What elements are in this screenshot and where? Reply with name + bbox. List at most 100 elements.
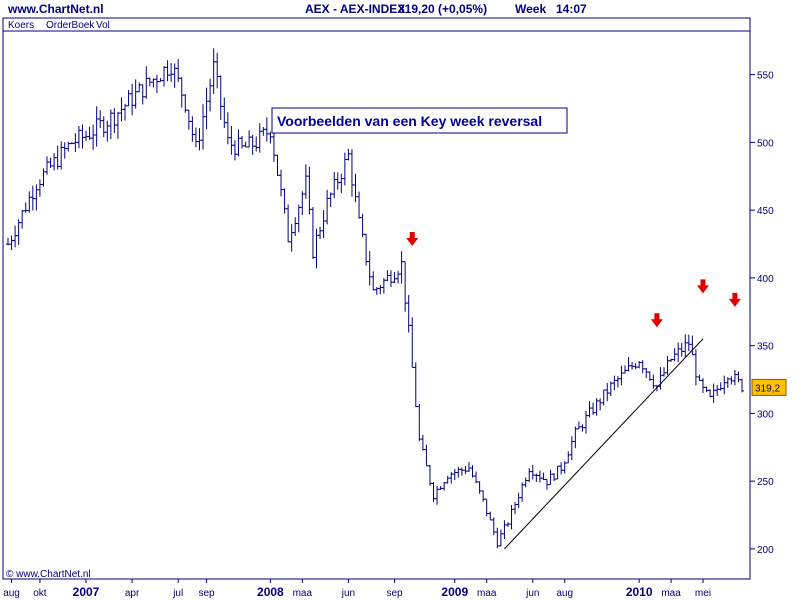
price-bar [502,520,507,540]
price-bar [583,410,588,434]
down-arrow-icon [650,313,663,328]
price-bar [676,342,681,363]
axis-ticks: 200 250 300 350 400 450 500 550 aug okt 2007 apr jul… [3,71,774,599]
price-bar [314,228,319,269]
price-bar [126,90,131,107]
price-bar [626,356,631,372]
price-bar [339,173,344,194]
price-bar [732,369,737,386]
tab-vol[interactable]: Vol [96,20,110,31]
price-bar [364,233,369,266]
price-bar [722,375,727,395]
y-tick-label: 400 [757,274,774,285]
price-bar [552,472,557,482]
price-bar [459,467,464,476]
price-bar [328,192,333,208]
price-bar [665,356,670,375]
price-bar [20,209,25,229]
x-month-label: aug [556,588,573,599]
tab-orderboek[interactable]: OrderBoek [46,20,95,31]
price-bar [186,109,191,130]
price-bar [598,398,603,411]
instrument-title: AEX - AEX-INDEX [305,2,406,16]
price-bar [41,168,46,187]
price-bar [647,371,652,381]
price-bar [137,82,142,93]
price-bar [686,334,691,352]
price-bar [658,367,663,390]
price-bar [573,426,578,449]
price-bar [293,217,298,236]
price-bar [435,485,440,505]
price-bar [101,116,106,138]
x-month-label: jul [172,588,183,599]
price-bar [303,164,308,199]
down-arrow-icon [696,279,709,294]
price-bar [399,251,404,284]
price-bar [509,505,514,530]
price-bar [296,204,301,233]
price-bar [544,478,549,490]
price-bar [427,464,432,486]
x-month-label: apr [125,588,140,599]
price-bar [282,188,287,214]
price-bar [513,502,518,515]
price-bar [247,130,252,148]
price-bar [718,382,723,391]
price-bar [346,148,351,161]
price-bar [420,434,425,451]
price-bar [360,213,365,238]
tab-koers[interactable]: Koers [8,20,34,31]
price-bar [530,464,535,480]
price-bar [704,386,709,393]
price-bar [548,469,553,486]
price-bar [708,389,713,398]
price-bar [580,424,585,432]
price-bar [381,277,386,294]
price-bar [679,342,684,357]
price-bar [229,125,234,155]
price-bar [332,171,337,199]
price-bar [392,272,397,284]
price-bar [484,498,489,517]
x-month-label: maa [293,588,313,599]
price-bar [498,529,503,547]
support-trendline [504,338,704,550]
price-bar [179,77,184,108]
price-bar [55,145,60,170]
price-bar [87,126,92,140]
price-bar [190,116,195,142]
price-bar [59,141,64,170]
price-bar [559,462,564,475]
price-bar [410,317,415,368]
price-bar [115,111,120,139]
price-bar [133,79,138,109]
site-name[interactable]: www.ChartNet.nl [8,2,104,16]
x-month-label: aug [3,588,20,599]
price-bar [257,123,262,153]
price-bar [349,149,354,197]
price-bar [264,117,269,142]
price-bar [396,270,401,284]
y-tick-label: 450 [757,206,774,217]
x-year-label: 2010 [626,585,653,599]
price-bar [52,153,57,171]
price-bar [612,375,617,391]
last-price-badge [751,378,787,396]
price-bar [236,129,241,157]
x-month-label: sep [386,588,403,599]
x-month-label: maa [661,588,681,599]
x-month-label: sep [199,588,216,599]
price-bar [105,120,110,142]
price-bar [335,172,340,190]
price-bar [385,270,390,282]
price-bar [424,444,429,467]
y-tick-label: 250 [757,477,774,488]
last-price: 319,20 (+0,05%) [398,2,488,16]
price-bar [165,60,170,82]
price-bar [289,224,294,252]
price-bar [112,108,117,134]
price-bar [123,104,128,121]
price-bar [9,235,14,250]
